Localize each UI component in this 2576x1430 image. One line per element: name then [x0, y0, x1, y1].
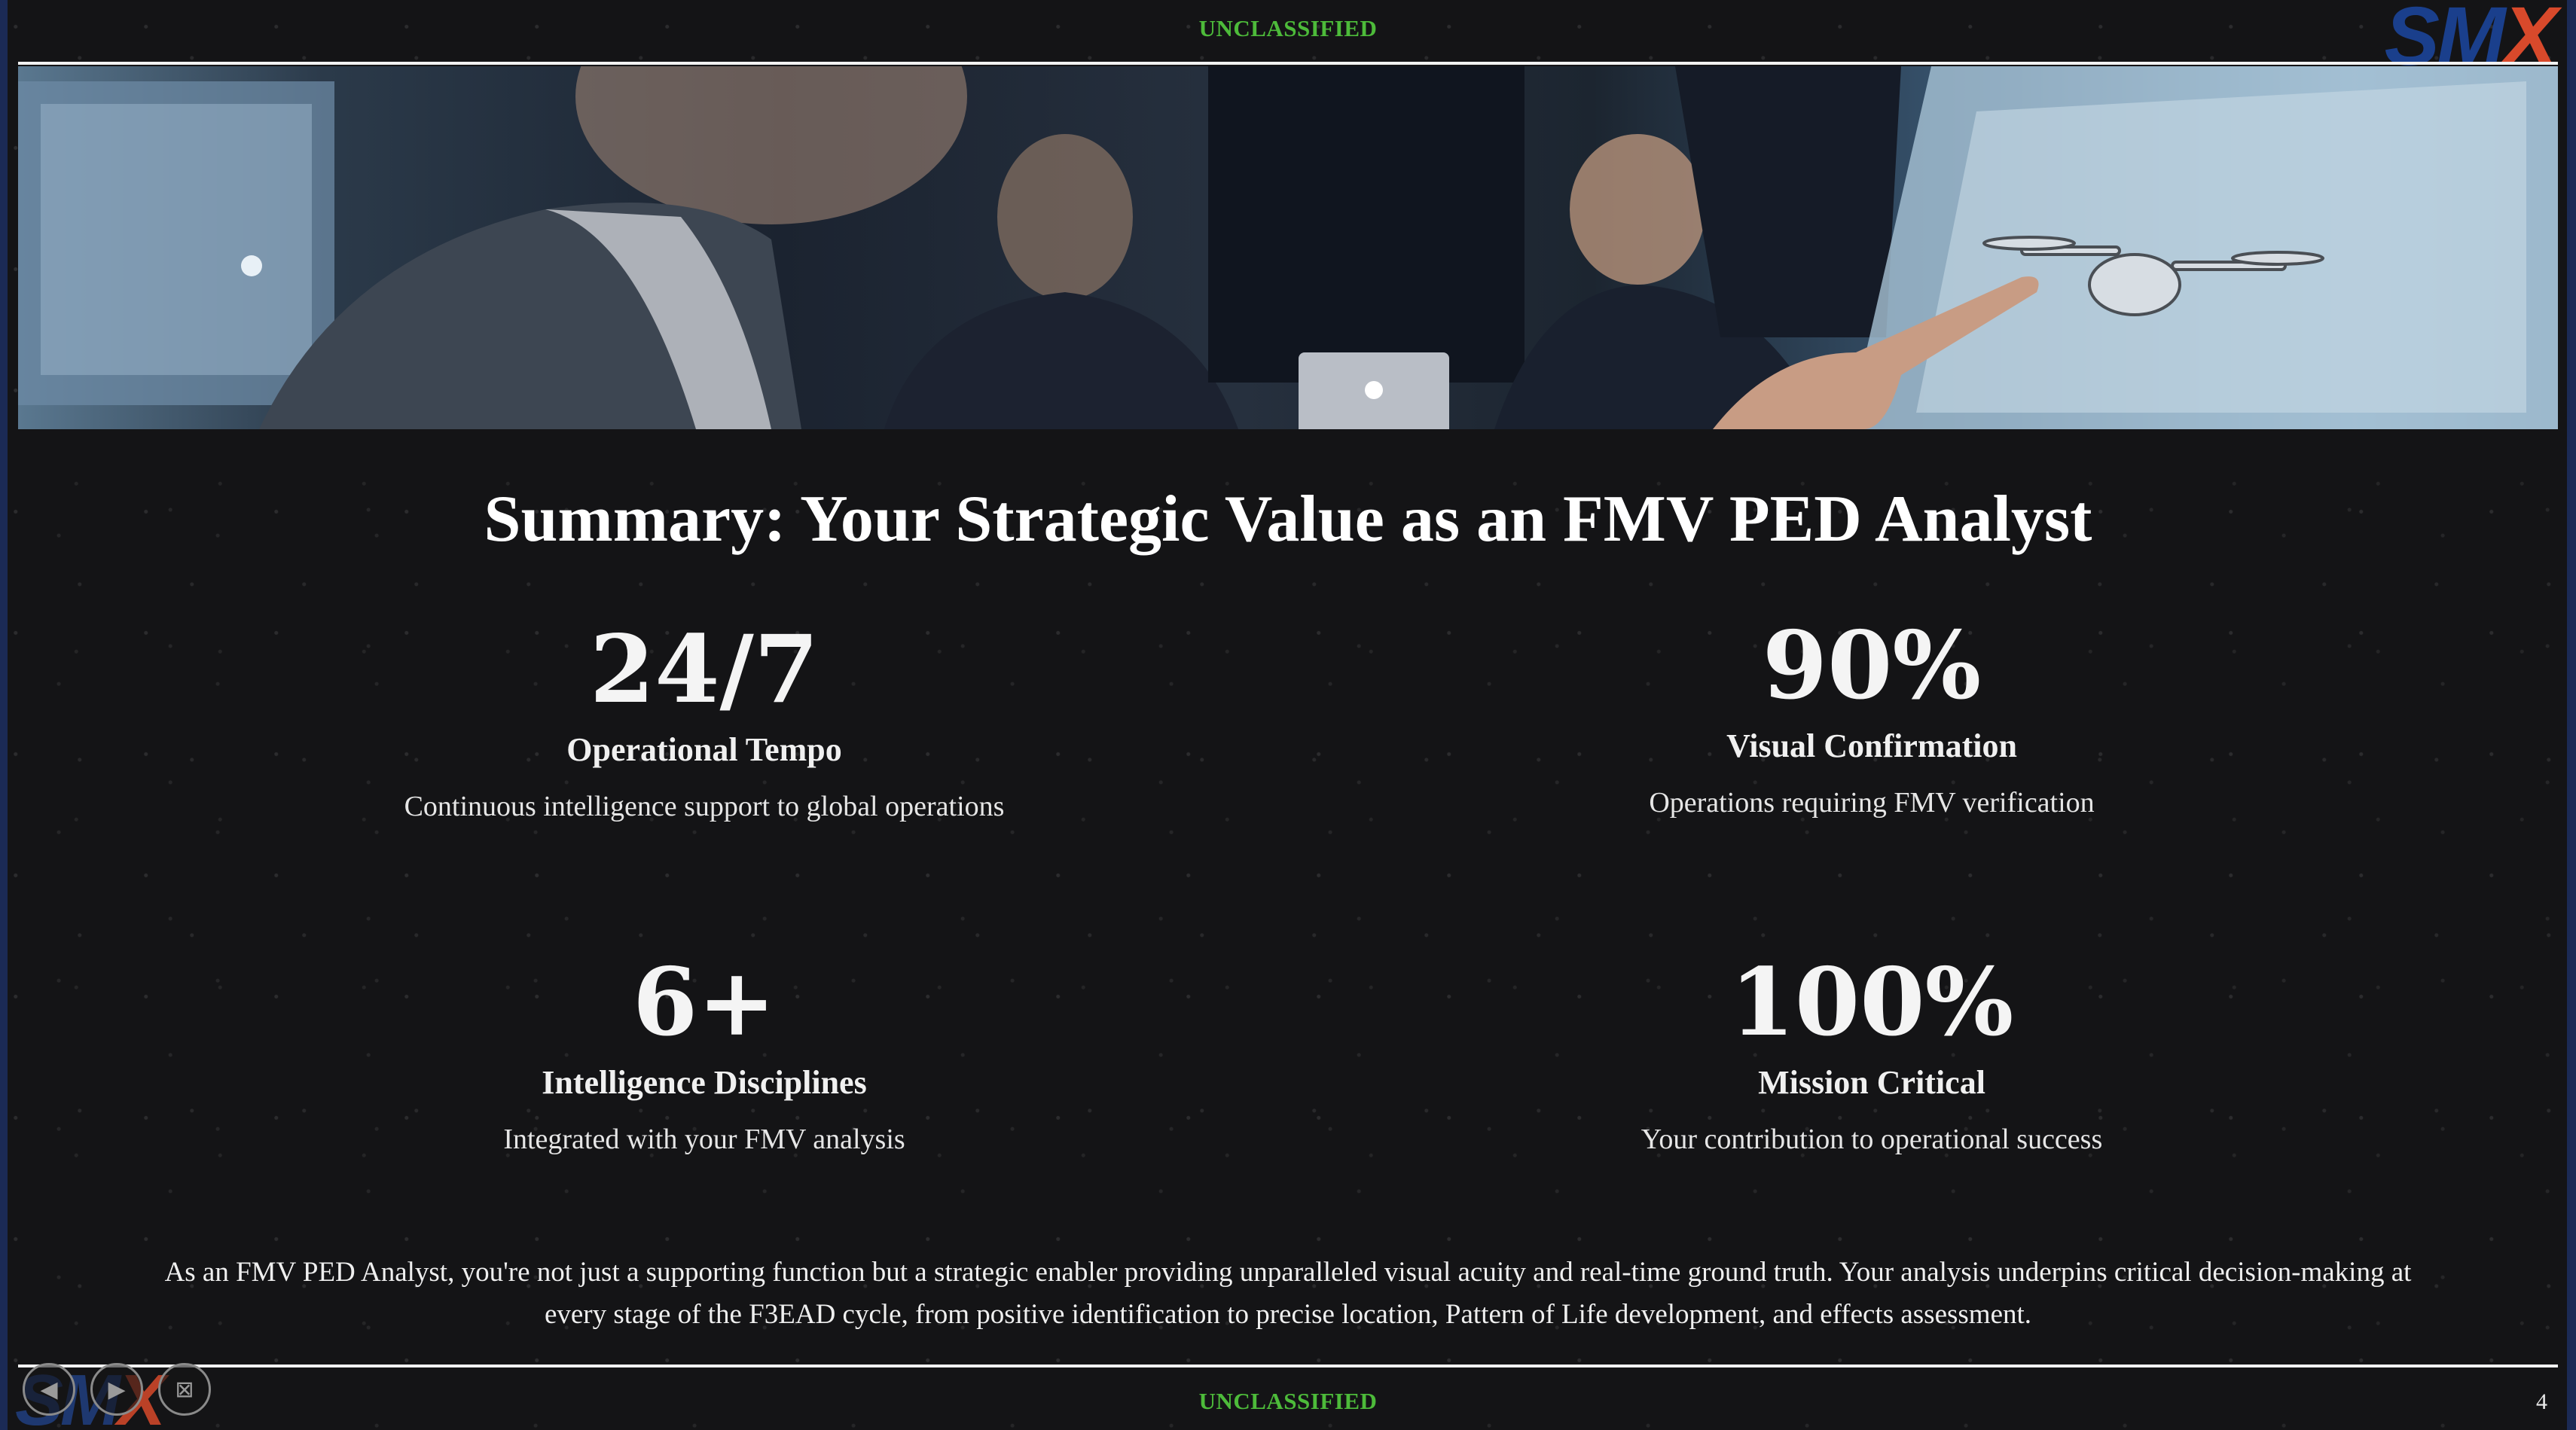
classification-banner-bottom: UNCLASSIFIED — [1198, 1388, 1378, 1414]
stat-visual-confirmation: 90% Visual Confirmation Operations requi… — [1420, 614, 2324, 822]
stat-value: 24/7 — [589, 615, 819, 724]
stat-value: 90% — [1762, 611, 1982, 721]
stat-label: Intelligence Disciplines — [542, 1064, 867, 1101]
stat-description: Your contribution to operational success — [1641, 1124, 2103, 1155]
previous-slide-button[interactable]: ◀ — [23, 1363, 75, 1416]
divider-top — [18, 62, 2558, 65]
page-number: 4 — [2536, 1389, 2547, 1414]
stat-description: Continuous intelligence support to globa… — [404, 791, 1005, 822]
stat-value: 6+ — [632, 948, 777, 1057]
logo-text: SM — [2384, 0, 2506, 83]
slide-title: Summary: Your Strategic Value as an FMV … — [484, 483, 2092, 556]
exit-icon: ⊠ — [175, 1376, 194, 1403]
stat-intelligence-disciplines: 6+ Intelligence Disciplines Integrated w… — [252, 950, 1156, 1158]
exit-slideshow-button[interactable]: ⊠ — [158, 1363, 211, 1416]
stat-label: Operational Tempo — [566, 731, 842, 768]
stat-label: Visual Confirmation — [1726, 727, 2017, 764]
stat-description: Integrated with your FMV analysis — [503, 1124, 905, 1155]
stat-label: Mission Critical — [1758, 1064, 1985, 1101]
chevron-right-icon: ▶ — [108, 1376, 126, 1403]
hero-illustration — [18, 66, 2558, 429]
stat-value: 100% — [1729, 948, 2014, 1057]
next-slide-button[interactable]: ▶ — [90, 1363, 143, 1416]
summary-paragraph: As an FMV PED Analyst, you're not just a… — [164, 1257, 2412, 1330]
chevron-left-icon: ◀ — [40, 1376, 58, 1403]
stat-operational-tempo: 24/7 Operational Tempo Continuous intell… — [252, 617, 1156, 825]
classification-banner-top: UNCLASSIFIED — [1198, 15, 1378, 41]
divider-bottom — [18, 1364, 2558, 1367]
window-edge-left — [0, 0, 8, 1430]
stat-mission-critical: 100% Mission Critical Your contribution … — [1420, 950, 2324, 1158]
logo-accent: X — [2502, 0, 2558, 83]
smx-logo-top: SMX — [2385, 0, 2558, 78]
window-edge-right — [2567, 0, 2576, 1430]
stat-description: Operations requiring FMV verification — [1649, 787, 2095, 819]
hero-image — [18, 66, 2558, 429]
